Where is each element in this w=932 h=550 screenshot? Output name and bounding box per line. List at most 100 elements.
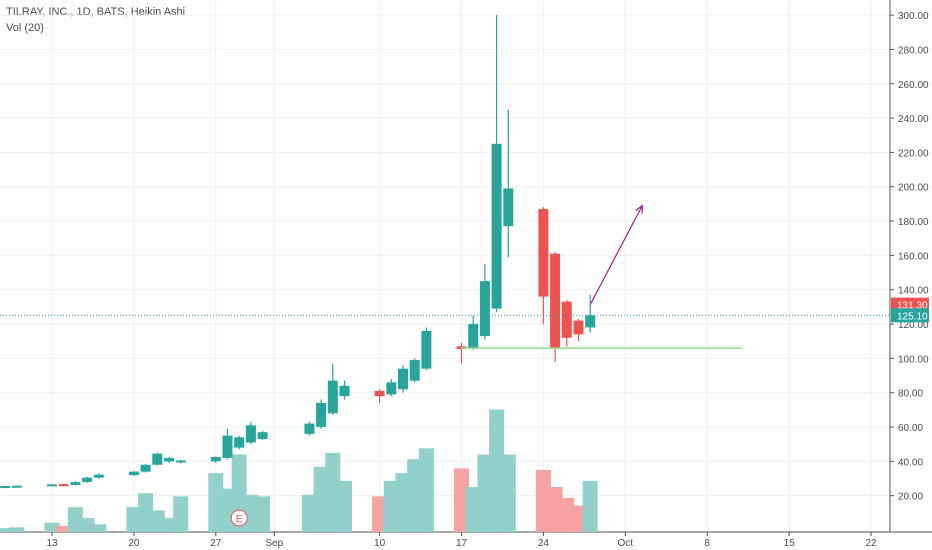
projection-arrow	[589, 205, 643, 305]
volume-indicator-label[interactable]: Vol (20)	[6, 22, 44, 34]
volume-bar	[208, 473, 224, 532]
price-tick-label: 100.00	[898, 354, 929, 365]
candle-body	[304, 423, 315, 434]
time-tick-label: 8	[704, 538, 710, 549]
time-tick-label: 10	[374, 538, 386, 549]
high-price-marker-label: 131.30	[897, 301, 928, 312]
time-tick-label: 13	[46, 538, 58, 549]
time-axis[interactable]: 13 20 27 Sep 10 17 24 Oct 8 15 22	[46, 532, 877, 549]
time-tick-label: Oct	[618, 538, 634, 549]
candle-body	[538, 209, 549, 297]
price-tick-label: 120.00	[898, 320, 929, 331]
volume-bar	[173, 496, 189, 532]
candle-body	[47, 484, 57, 487]
volume-bar	[138, 493, 154, 532]
candle-body	[210, 457, 221, 462]
price-tick-label: 240.00	[898, 114, 929, 125]
candle-body	[82, 477, 93, 482]
volume-bar	[79, 518, 95, 532]
volume-bar	[383, 480, 399, 532]
candle-body	[561, 301, 572, 338]
price-axis[interactable]: 300.00 280.00 260.00 240.00 220.00 200.00 180.…	[890, 11, 929, 503]
drawings[interactable]: E	[0, 204, 890, 527]
candle-body	[479, 281, 490, 337]
price-tick-label: 260.00	[898, 80, 929, 91]
candle-body	[222, 435, 233, 458]
volume-bar	[489, 409, 505, 532]
candle-body	[573, 320, 584, 335]
price-tick-label: 200.00	[898, 183, 929, 194]
time-tick-label: 20	[128, 538, 140, 549]
volume-bar	[407, 459, 423, 532]
volume-bar	[454, 468, 469, 532]
price-tick-label: 220.00	[898, 148, 929, 159]
volume-bar	[372, 496, 388, 532]
candle-body	[70, 482, 81, 486]
candle-body	[421, 330, 432, 369]
volume-bar	[571, 505, 586, 532]
volume-bar	[325, 452, 341, 532]
volume-bar	[547, 487, 563, 532]
candlesticks	[0, 15, 596, 489]
volume-bar	[126, 507, 142, 532]
grid	[0, 0, 932, 533]
candle-body	[0, 486, 11, 489]
volume-bar	[9, 527, 25, 532]
candle-body	[164, 457, 174, 462]
price-tick-label: 20.00	[898, 492, 923, 503]
volume-bar	[0, 528, 13, 532]
candle-body	[386, 382, 397, 395]
candle-body	[175, 460, 186, 463]
price-tick-label: 280.00	[898, 45, 929, 56]
volume-bar	[149, 510, 165, 532]
price-tick-label: 300.00	[898, 11, 929, 22]
volume-bar	[313, 466, 329, 532]
volume-bar	[465, 487, 481, 532]
volume-bars	[0, 409, 598, 532]
volume-bar	[44, 522, 60, 532]
candle-body	[140, 464, 151, 472]
candle-body	[374, 390, 385, 397]
projection-arrow-head	[635, 204, 643, 214]
time-tick-label: 22	[865, 538, 877, 549]
volume-bar	[243, 494, 259, 532]
time-tick-label: 24	[538, 538, 550, 549]
time-tick-label: 17	[456, 538, 468, 549]
candle-body	[327, 380, 338, 414]
price-tick-label: 180.00	[898, 217, 929, 228]
time-tick-label: 27	[210, 538, 222, 549]
candle-body	[398, 368, 408, 390]
last-price-marker	[891, 308, 929, 323]
candle-body	[468, 324, 479, 349]
volume-bar	[337, 480, 352, 532]
time-tick-label: Sep	[265, 538, 283, 549]
last-price-marker-label: 125.10	[897, 311, 928, 322]
price-tick-label: 160.00	[898, 251, 929, 262]
candle-body	[316, 402, 327, 428]
volume-bar	[418, 448, 434, 532]
volume-bar	[255, 496, 271, 532]
price-tick-label: 60.00	[898, 423, 923, 434]
candle-body	[585, 315, 596, 328]
high-price-marker	[891, 297, 929, 312]
time-tick-label: 15	[784, 538, 796, 549]
earnings-marker-label: E	[236, 514, 243, 525]
volume-bar	[220, 488, 235, 532]
price-tick-label: 80.00	[898, 389, 923, 400]
candle-body	[339, 385, 350, 397]
volume-bar	[301, 494, 317, 532]
volume-bar	[535, 470, 551, 532]
candle-body	[152, 453, 163, 465]
candle-body	[409, 360, 420, 381]
candle-body	[257, 432, 268, 440]
volume-bar	[582, 480, 598, 532]
volume-bar	[161, 518, 177, 532]
candle-body	[503, 188, 514, 227]
candle-body	[245, 425, 256, 443]
candle-body	[550, 253, 561, 349]
candle-body	[93, 474, 104, 478]
candle-body	[234, 437, 245, 448]
price-tick-label: 140.00	[898, 286, 929, 297]
price-tick-label: 40.00	[898, 457, 923, 468]
